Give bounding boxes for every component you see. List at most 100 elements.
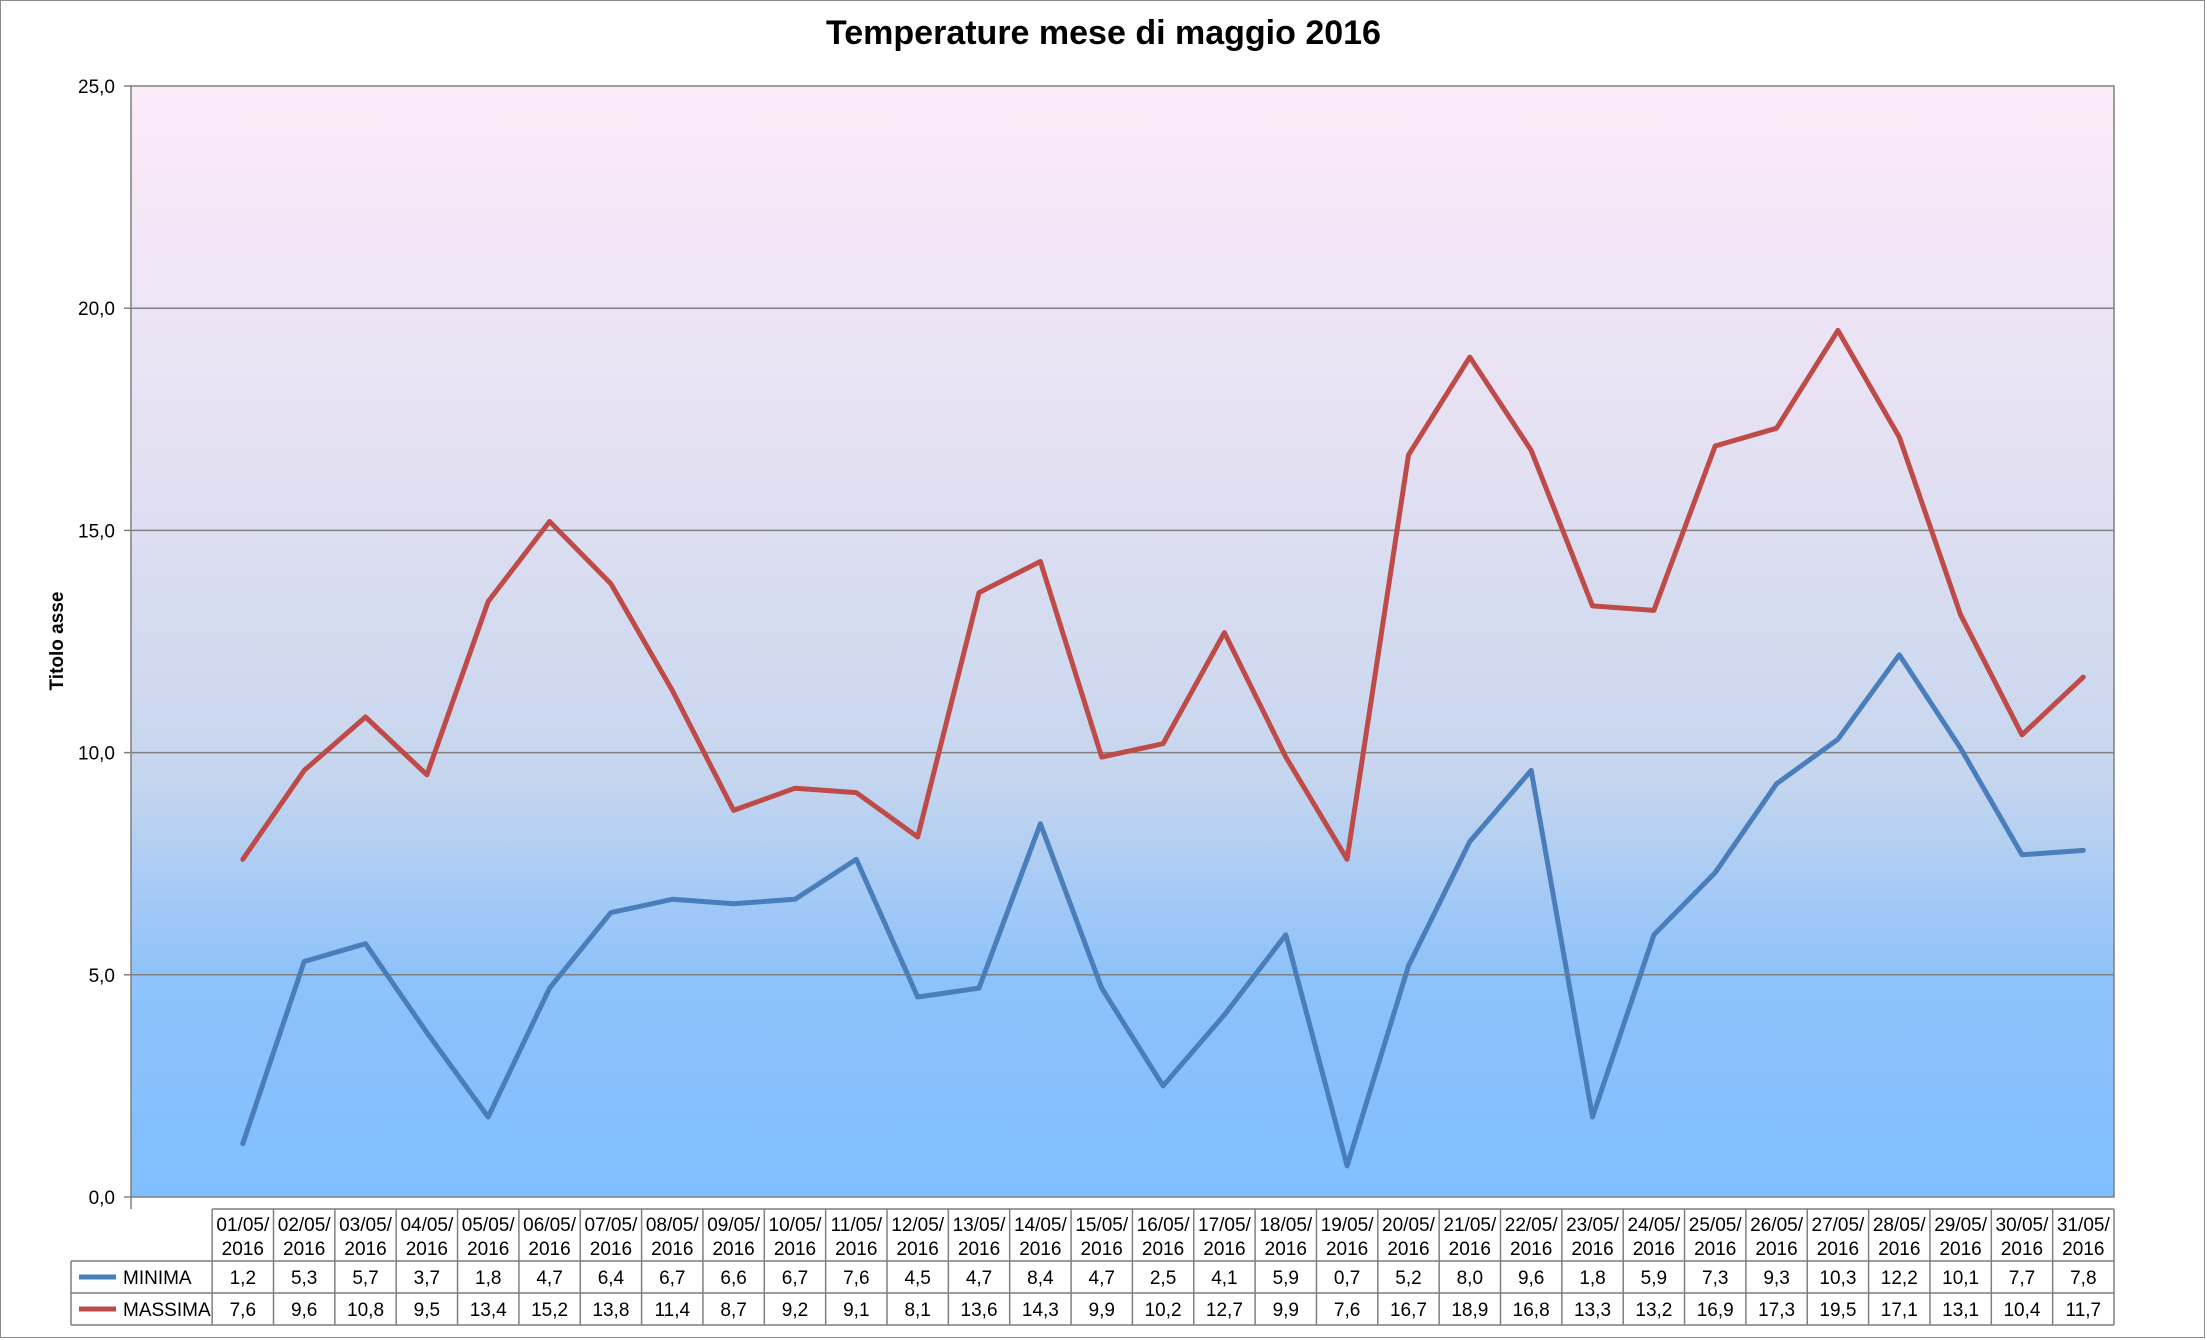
data-label: 12,7 bbox=[1206, 1300, 1243, 1321]
x-tick-label: 08/05/ bbox=[646, 1215, 700, 1236]
x-tick-label: 22/05/ bbox=[1505, 1215, 1559, 1236]
data-label: 7,6 bbox=[1334, 1300, 1360, 1321]
data-label: 16,8 bbox=[1513, 1300, 1550, 1321]
data-label: 13,6 bbox=[961, 1300, 998, 1321]
series-line-minima bbox=[240, 652, 2086, 1169]
x-tick-label: 2016 bbox=[897, 1239, 939, 1260]
legend-label: MASSIMA bbox=[123, 1300, 211, 1321]
x-tick-label: 2016 bbox=[2001, 1239, 2043, 1260]
data-label: 7,6 bbox=[843, 1268, 869, 1289]
x-tick-label: 01/05/ bbox=[216, 1215, 270, 1236]
x-tick-label: 02/05/ bbox=[278, 1215, 332, 1236]
data-label: 5,9 bbox=[1273, 1268, 1299, 1289]
data-label: 13,3 bbox=[1574, 1300, 1611, 1321]
x-tick-label: 14/05/ bbox=[1014, 1215, 1068, 1236]
x-tick-label: 04/05/ bbox=[400, 1215, 454, 1236]
data-label: 6,7 bbox=[659, 1268, 685, 1289]
data-label: 9,1 bbox=[843, 1300, 869, 1321]
x-tick-label: 2016 bbox=[835, 1239, 877, 1260]
data-label: 14,3 bbox=[1022, 1300, 1059, 1321]
x-tick-label: 2016 bbox=[283, 1239, 325, 1260]
data-label: 10,8 bbox=[347, 1300, 384, 1321]
data-label: 17,1 bbox=[1881, 1300, 1918, 1321]
data-label: 4,1 bbox=[1211, 1268, 1237, 1289]
x-tick-label: 16/05/ bbox=[1137, 1215, 1191, 1236]
x-tick-label: 27/05/ bbox=[1812, 1215, 1866, 1236]
y-tick-label: 5,0 bbox=[89, 966, 115, 987]
x-tick-label: 28/05/ bbox=[1873, 1215, 1927, 1236]
x-tick-label: 20/05/ bbox=[1382, 1215, 1436, 1236]
data-label: 8,7 bbox=[720, 1300, 746, 1321]
x-tick-label: 2016 bbox=[712, 1239, 754, 1260]
x-tick-label: 2016 bbox=[2062, 1239, 2104, 1260]
data-label: 2,5 bbox=[1150, 1268, 1176, 1289]
x-tick-label: 25/05/ bbox=[1689, 1215, 1743, 1236]
x-tick-label: 2016 bbox=[1510, 1239, 1552, 1260]
data-label: 5,9 bbox=[1641, 1268, 1667, 1289]
x-tick-label: 2016 bbox=[1449, 1239, 1491, 1260]
data-label: 13,1 bbox=[1942, 1300, 1979, 1321]
data-label: 18,9 bbox=[1451, 1300, 1488, 1321]
x-tick-label: 18/05/ bbox=[1259, 1215, 1313, 1236]
data-label: 1,8 bbox=[475, 1268, 501, 1289]
x-tick-label: 2016 bbox=[651, 1239, 693, 1260]
x-tick-label: 2016 bbox=[1265, 1239, 1307, 1260]
data-label: 11,4 bbox=[654, 1300, 690, 1321]
data-label: 4,7 bbox=[1089, 1268, 1115, 1289]
data-label: 4,7 bbox=[536, 1268, 562, 1289]
data-label: 9,9 bbox=[1089, 1300, 1115, 1321]
x-tick-label: 2016 bbox=[344, 1239, 386, 1260]
x-tick-label: 2016 bbox=[1571, 1239, 1613, 1260]
x-tick-label: 2016 bbox=[1633, 1239, 1675, 1260]
data-label: 8,4 bbox=[1027, 1268, 1054, 1289]
data-label: 6,6 bbox=[720, 1268, 746, 1289]
x-tick-label: 31/05/ bbox=[2057, 1215, 2111, 1236]
data-label: 7,7 bbox=[2009, 1268, 2035, 1289]
data-label: 19,5 bbox=[1819, 1300, 1856, 1321]
data-label: 1,8 bbox=[1579, 1268, 1605, 1289]
series-line-massima bbox=[240, 327, 2086, 862]
data-label: 9,2 bbox=[782, 1300, 808, 1321]
x-tick-label: 2016 bbox=[222, 1239, 264, 1260]
y-axis-label: Titolo asse bbox=[47, 592, 68, 691]
x-tick-label: 24/05/ bbox=[1627, 1215, 1681, 1236]
x-tick-label: 2016 bbox=[1694, 1239, 1736, 1260]
data-label: 8,1 bbox=[904, 1300, 930, 1321]
data-label: 10,2 bbox=[1145, 1300, 1182, 1321]
x-tick-label: 2016 bbox=[958, 1239, 1000, 1260]
x-tick-label: 09/05/ bbox=[707, 1215, 761, 1236]
data-label: 9,6 bbox=[1518, 1268, 1544, 1289]
data-label: 10,4 bbox=[2003, 1300, 2040, 1321]
x-tick-label: 2016 bbox=[1019, 1239, 1061, 1260]
data-label: 17,3 bbox=[1758, 1300, 1795, 1321]
y-tick-label: 0,0 bbox=[89, 1188, 115, 1209]
data-label: 7,8 bbox=[2070, 1268, 2096, 1289]
y-tick-label: 20,0 bbox=[78, 299, 115, 320]
x-tick-label: 2016 bbox=[774, 1239, 816, 1260]
chart-title: Temperature mese di maggio 2016 bbox=[826, 14, 1381, 52]
data-label: 9,5 bbox=[414, 1300, 440, 1321]
y-tick-label: 25,0 bbox=[78, 77, 115, 98]
x-tick-label: 07/05/ bbox=[585, 1215, 639, 1236]
x-tick-label: 2016 bbox=[1939, 1239, 1981, 1260]
plot-area bbox=[130, 85, 2115, 1198]
data-label: 5,3 bbox=[291, 1268, 317, 1289]
data-label: 7,3 bbox=[1702, 1268, 1728, 1289]
data-label: 11,7 bbox=[2066, 1300, 2102, 1321]
data-label: 9,3 bbox=[1763, 1268, 1789, 1289]
data-label: 5,7 bbox=[352, 1268, 378, 1289]
x-tick-label: 2016 bbox=[467, 1239, 509, 1260]
data-label: 13,2 bbox=[1635, 1300, 1672, 1321]
data-label: 15,2 bbox=[531, 1300, 568, 1321]
x-tick-label: 06/05/ bbox=[523, 1215, 577, 1236]
x-tick-label: 19/05/ bbox=[1321, 1215, 1375, 1236]
data-label: 4,7 bbox=[966, 1268, 992, 1289]
data-label: 9,6 bbox=[291, 1300, 317, 1321]
x-tick-label: 29/05/ bbox=[1934, 1215, 1988, 1236]
data-label: 16,9 bbox=[1697, 1300, 1734, 1321]
data-label: 10,1 bbox=[1942, 1268, 1979, 1289]
x-tick-label: 2016 bbox=[1142, 1239, 1184, 1260]
data-label: 8,0 bbox=[1457, 1268, 1483, 1289]
x-tick-label: 12/05/ bbox=[891, 1215, 945, 1236]
